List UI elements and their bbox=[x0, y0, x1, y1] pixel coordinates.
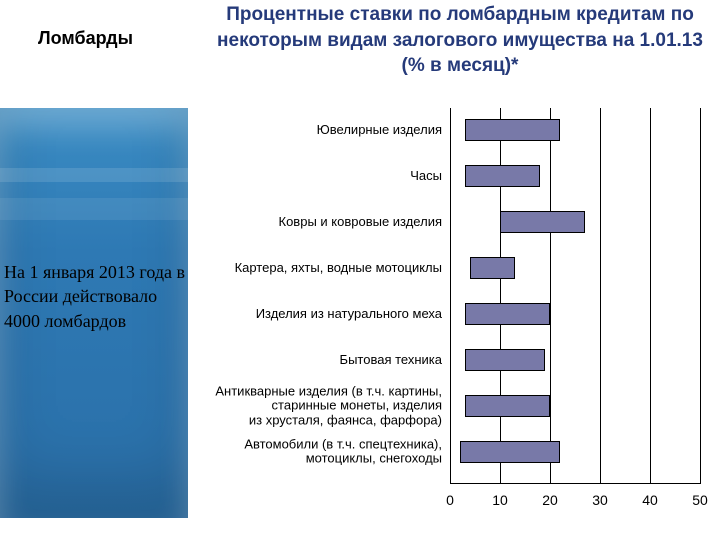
side-panel-stripe bbox=[0, 198, 188, 220]
chart-bar bbox=[460, 441, 560, 463]
chart-bar bbox=[465, 119, 560, 141]
side-panel-stripe bbox=[0, 168, 188, 182]
chart-bar bbox=[500, 211, 585, 233]
chart-area: 0 10 20 30 40 50 Ювелирные изделия Часы Ковры и … bbox=[210, 100, 710, 520]
x-tick-label: 20 bbox=[542, 492, 558, 508]
page-heading: Ломбарды bbox=[38, 28, 133, 49]
x-tick-label: 40 bbox=[642, 492, 658, 508]
chart-bar bbox=[465, 395, 550, 417]
side-panel-text: На 1 января 2013 года в России действова… bbox=[4, 260, 188, 333]
x-tick-label: 30 bbox=[592, 492, 608, 508]
x-tick-label: 0 bbox=[446, 492, 454, 508]
y-axis bbox=[450, 108, 451, 484]
category-label: Ювелирные изделия bbox=[210, 123, 450, 137]
category-label: Ковры и ковровые изделия bbox=[210, 215, 450, 229]
chart-bar bbox=[465, 165, 540, 187]
grid-line bbox=[700, 108, 701, 484]
chart-title: Процентные ставки по ломбардным кредитам… bbox=[210, 2, 710, 79]
grid-line bbox=[550, 108, 551, 484]
category-label: Картера, яхты, водные мотоциклы bbox=[210, 261, 450, 275]
x-tick-label: 50 bbox=[692, 492, 708, 508]
chart-plot: 01020304050Ювелирные изделияЧасыКовры и … bbox=[450, 108, 700, 508]
grid-line bbox=[650, 108, 651, 484]
chart-bar bbox=[465, 303, 550, 325]
category-label: Часы bbox=[210, 169, 450, 183]
chart-bar bbox=[470, 257, 515, 279]
chart-bar bbox=[465, 349, 545, 371]
grid-line bbox=[600, 108, 601, 484]
x-axis bbox=[450, 483, 700, 484]
category-label: Изделия из натурального меха bbox=[210, 307, 450, 321]
category-label: Автомобили (в т.ч. спецтехника), мотоцик… bbox=[210, 438, 450, 467]
category-label: Бытовая техника bbox=[210, 353, 450, 367]
category-label: Антикварные изделия (в т.ч. картины, ста… bbox=[210, 385, 450, 428]
x-tick-label: 10 bbox=[492, 492, 508, 508]
